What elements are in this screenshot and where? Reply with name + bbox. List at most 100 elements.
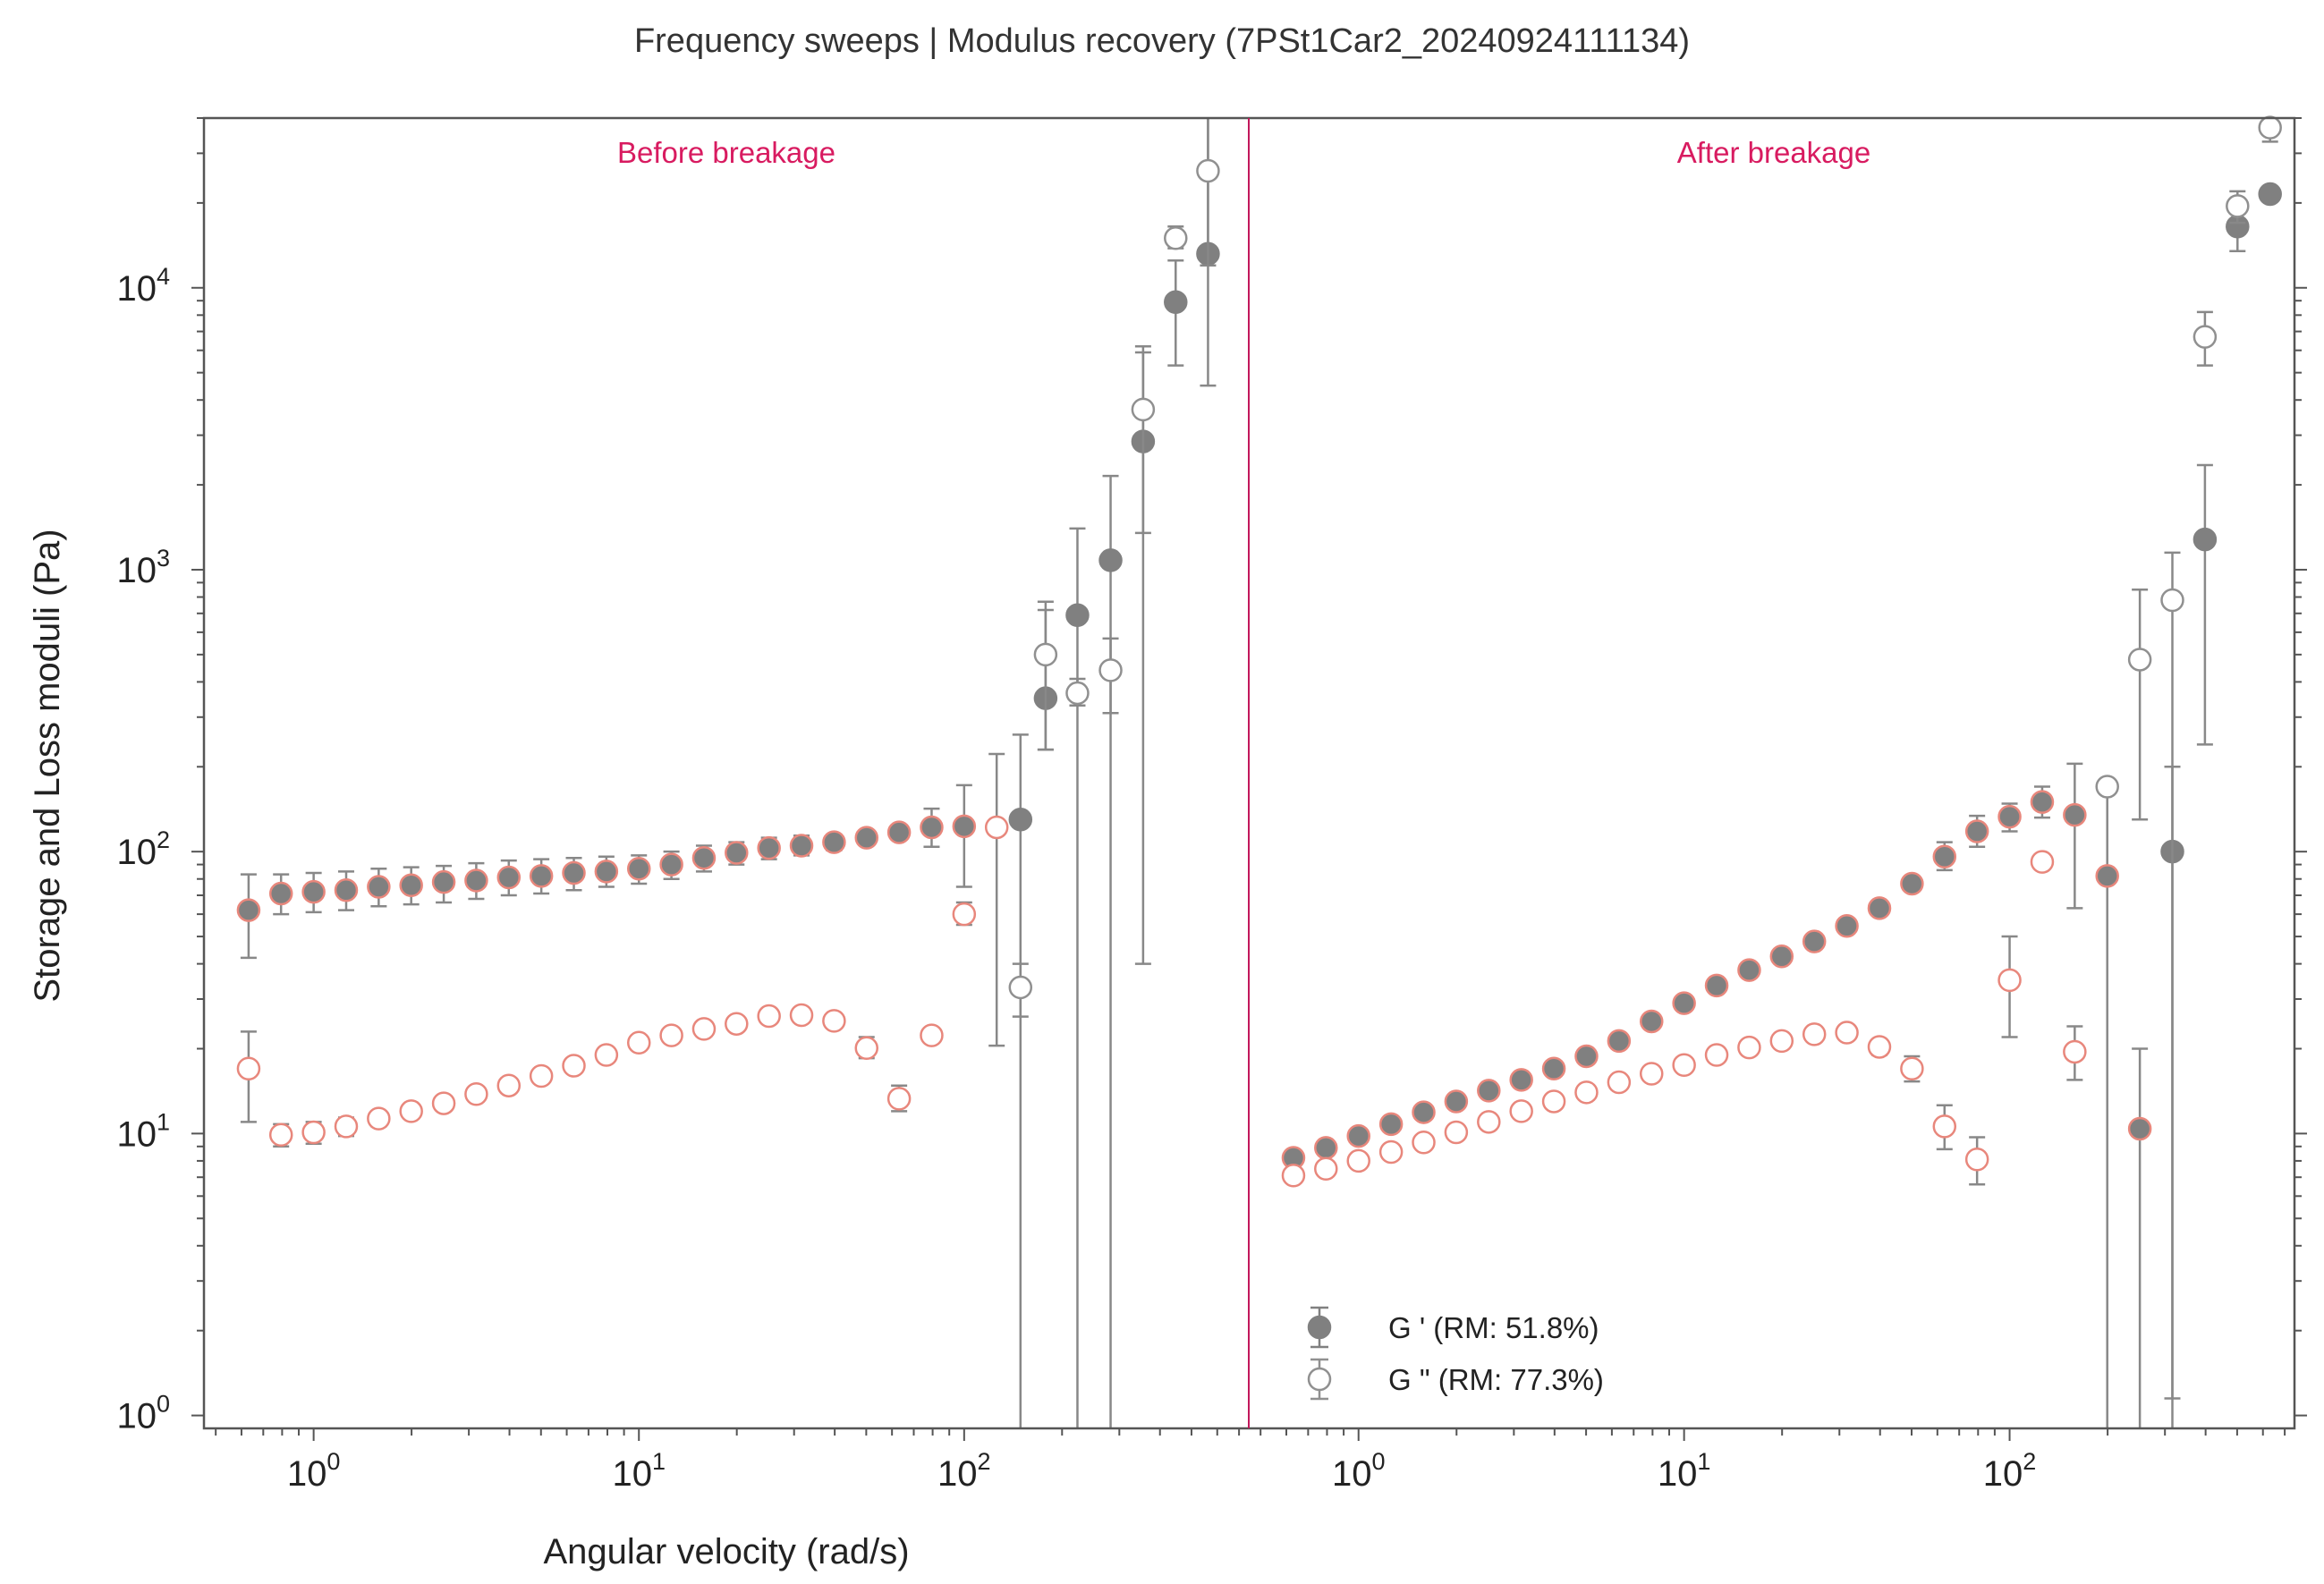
gprime-point	[1672, 991, 1696, 1015]
gdoubleprime-point	[2160, 588, 2184, 613]
gdoubleprime-point	[1346, 1148, 1370, 1173]
gdoubleprime-point	[1281, 1164, 1306, 1188]
gdoubleprime-point	[464, 1082, 488, 1106]
gdoubleprime-point	[1509, 1099, 1533, 1123]
gprime-point	[1412, 1100, 1436, 1124]
gdoubleprime-point	[984, 815, 1009, 840]
gdoubleprime-point	[822, 1009, 846, 1033]
x-axis-label: Angular velocity (rad/s)	[543, 1532, 909, 1571]
legend-gdoubleprime-marker	[1307, 1367, 1332, 1392]
gprime-point	[1164, 290, 1188, 314]
chart-title: Frequency sweeps | Modulus recovery (7PS…	[634, 22, 1690, 60]
x-axis-panel-before: 100 101 102	[215, 1428, 1241, 1494]
gdoubleprime-point	[1639, 1062, 1664, 1086]
y-tick-label: 102	[116, 826, 170, 872]
gprime-point	[1704, 973, 1729, 998]
panel-before-data	[236, 118, 1220, 1428]
x-tick-label: 100	[1332, 1448, 1386, 1494]
gdoubleprime-point	[1704, 1043, 1729, 1067]
gdoubleprime-point	[1672, 1053, 1696, 1078]
gprime-point	[562, 860, 586, 885]
gprime-point	[236, 898, 261, 922]
gprime-point	[1574, 1044, 1599, 1069]
gprime-point	[1964, 819, 1989, 843]
gdoubleprime-point	[1997, 968, 2022, 993]
gdoubleprime-point	[1412, 1131, 1436, 1155]
gdoubleprime-point	[757, 1004, 781, 1029]
legend-item-gprime: G ' (RM: 51.8%)	[1307, 1306, 1599, 1349]
legend-gprime-label: G ' (RM: 51.8%)	[1388, 1311, 1599, 1344]
gprime-point	[464, 868, 488, 893]
y-axis-label: Storage and Loss moduli (Pa)	[28, 529, 67, 1002]
gdoubleprime-point	[1196, 158, 1220, 183]
series-gdoubleprime-before	[236, 118, 1220, 1148]
gprime-point	[1314, 1136, 1338, 1160]
gprime-point	[496, 865, 522, 890]
gprime-point	[1065, 603, 1090, 628]
gprime-point	[1444, 1089, 1469, 1114]
gprime-point	[1835, 914, 1859, 938]
y-tick-label: 101	[116, 1108, 170, 1154]
gprime-point	[1098, 548, 1123, 572]
gdoubleprime-point	[496, 1073, 522, 1097]
gprime-point	[626, 856, 651, 881]
gdoubleprime-point	[2193, 325, 2218, 349]
gdoubleprime-point	[1835, 1021, 1859, 1045]
gdoubleprime-point	[2127, 648, 2152, 672]
gprime-point	[822, 830, 846, 854]
gprime-point	[399, 873, 423, 897]
legend-item-gdoubleprime: G " (RM: 77.3%)	[1307, 1358, 1604, 1401]
gdoubleprime-point	[2095, 775, 2119, 799]
legend: G ' (RM: 51.8%) G " (RM: 77.3%)	[1307, 1306, 1604, 1401]
gdoubleprime-point	[2030, 850, 2055, 874]
gdoubleprime-point	[1900, 1056, 1924, 1080]
gprime-point	[659, 852, 683, 877]
gprime-point	[529, 864, 554, 888]
gdoubleprime-point	[1008, 975, 1033, 1000]
plot-area: 100 101 102 103 104 100 101 102 100 101 102	[116, 115, 2307, 1494]
x-tick-label: 102	[1983, 1448, 2037, 1494]
gprime-point	[691, 845, 717, 870]
gprime-point	[854, 826, 878, 850]
gdoubleprime-point	[920, 1023, 944, 1047]
x-axis-panel-after: 100 101 102	[1260, 1428, 2286, 1494]
x-tick-label: 101	[612, 1448, 666, 1494]
legend-gdoubleprime-label: G " (RM: 77.3%)	[1388, 1363, 1604, 1396]
gprime-point	[1541, 1056, 1566, 1080]
panel-after-data	[1281, 115, 2282, 1428]
gdoubleprime-point	[1541, 1089, 1566, 1114]
gdoubleprime-point	[1607, 1070, 1632, 1095]
gdoubleprime-point	[399, 1099, 423, 1123]
y-tick-label: 104	[116, 263, 170, 309]
gprime-point	[886, 820, 912, 844]
gdoubleprime-point	[334, 1114, 359, 1139]
gdoubleprime-point	[1444, 1120, 1469, 1145]
gprime-point	[1346, 1123, 1370, 1148]
gdoubleprime-point	[1802, 1022, 1827, 1046]
gprime-point	[2258, 182, 2282, 207]
gdoubleprime-point	[1098, 658, 1123, 682]
y-tick-label: 103	[116, 545, 170, 590]
gdoubleprime-point	[1574, 1080, 1599, 1105]
gprime-point	[1509, 1068, 1533, 1092]
gdoubleprime-point	[431, 1091, 456, 1115]
gprime-point	[1867, 896, 1892, 920]
gprime-point	[334, 878, 359, 902]
gdoubleprime-point	[1737, 1035, 1761, 1060]
panel-label-after: After breakage	[1677, 136, 1870, 169]
gprime-point	[1769, 944, 1794, 969]
gprime-point	[1008, 808, 1033, 832]
gdoubleprime-point	[594, 1043, 619, 1067]
gprime-point	[2063, 802, 2087, 827]
gdoubleprime-point	[1164, 226, 1188, 250]
series-gdoubleprime-after	[1281, 115, 2282, 1400]
gdoubleprime-point	[626, 1030, 651, 1055]
gdoubleprime-point	[1065, 681, 1090, 706]
x-tick-label: 101	[1658, 1448, 1711, 1494]
gprime-point	[789, 834, 814, 858]
gprime-point	[431, 869, 456, 894]
x-tick-label: 102	[937, 1448, 991, 1494]
gdoubleprime-point	[2063, 1039, 2087, 1064]
gdoubleprime-point	[2226, 194, 2250, 218]
